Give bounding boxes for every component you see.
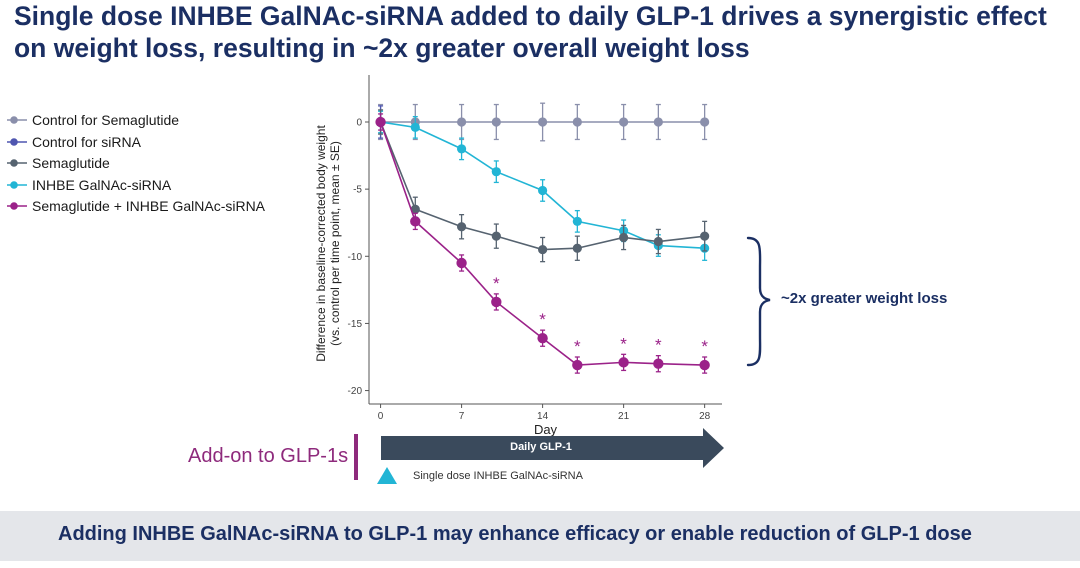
data-point (699, 359, 710, 371)
data-point (538, 244, 548, 255)
data-point (653, 117, 663, 127)
y-axis-title-line2: (vs. control per time point, mean ± SE) (328, 141, 342, 346)
significance-marker: * (655, 336, 662, 355)
data-point (618, 357, 629, 368)
data-point (491, 117, 501, 127)
legend-swatch-dot (10, 137, 18, 146)
legend-swatch-dot (10, 202, 18, 210)
legend-swatch (7, 202, 27, 210)
legend-swatch-dot (10, 180, 18, 189)
y-tick-label: -15 (348, 319, 363, 330)
data-point (572, 243, 582, 253)
x-tick-label: 21 (618, 411, 630, 422)
significance-marker: * (701, 337, 708, 356)
data-point (456, 257, 467, 269)
legend-label: INHBE GalNAc-siRNA (32, 176, 172, 193)
data-point (700, 231, 710, 241)
data-point (572, 117, 582, 127)
data-point (572, 216, 582, 226)
legend-label: Control for Semaglutide (32, 112, 180, 128)
dose-triangle-icon (377, 467, 397, 484)
data-point (491, 296, 502, 308)
dose-label: Single dose INHBE GalNAc-siRNA (413, 470, 583, 482)
legend-swatch (7, 180, 27, 189)
x-axis-title: Day (534, 422, 558, 437)
data-point (456, 222, 467, 232)
data-point (410, 216, 421, 227)
data-point (572, 359, 583, 371)
data-point (491, 231, 501, 241)
data-point (410, 204, 420, 214)
significance-marker: * (539, 310, 546, 329)
data-point (410, 122, 420, 132)
data-point (538, 117, 548, 127)
data-point (653, 236, 663, 247)
legend-label: Semaglutide (32, 155, 110, 171)
data-point (619, 232, 629, 243)
y-tick-label: -5 (353, 185, 362, 196)
data-point (538, 185, 548, 196)
arrow-label: Daily GLP-1 (510, 441, 572, 453)
data-point (653, 358, 664, 369)
legend-swatch-dot (10, 159, 18, 167)
x-tick-label: 14 (537, 411, 549, 422)
data-point (700, 117, 710, 127)
footer-banner: Adding INHBE GalNAc-siRNA to GLP-1 may e… (0, 511, 1080, 561)
data-point (537, 333, 548, 344)
data-point (375, 116, 386, 128)
significance-marker: * (574, 337, 581, 356)
addon-label: Add-on to GLP-1s (188, 445, 349, 467)
y-tick-label: -20 (348, 386, 363, 397)
data-point (619, 117, 629, 127)
y-tick-label: 0 (356, 118, 362, 129)
y-axis-title: Difference in baseline-corrected body we… (314, 125, 328, 362)
significance-marker: * (493, 274, 500, 293)
series-0 (375, 102, 710, 142)
significance-marker: * (620, 334, 627, 353)
daily-glp1-arrow (381, 428, 724, 468)
legend-label: Control for siRNA (32, 133, 141, 150)
x-tick-label: 0 (378, 411, 384, 422)
brace-icon (746, 236, 771, 367)
data-point (456, 117, 467, 127)
x-tick-label: 7 (459, 411, 465, 422)
legend-swatch (7, 137, 27, 146)
y-tick-label: -10 (348, 252, 363, 263)
legend-swatch-dot (10, 116, 18, 124)
legend-swatch (7, 159, 27, 167)
footer-text: Adding INHBE GalNAc-siRNA to GLP-1 may e… (58, 523, 972, 545)
addon-bar (354, 434, 358, 480)
data-point (456, 144, 467, 154)
bracket-label: ~2x greater weight loss (781, 290, 948, 307)
legend-swatch (7, 116, 27, 124)
slide-title: Single dose INHBE GalNAc-siRNA added to … (14, 1, 1047, 63)
series-4 (375, 113, 710, 374)
x-tick-label: 28 (699, 411, 711, 422)
data-point (491, 167, 501, 177)
legend-label: Semaglutide + INHBE GalNAc-siRNA (32, 198, 266, 214)
